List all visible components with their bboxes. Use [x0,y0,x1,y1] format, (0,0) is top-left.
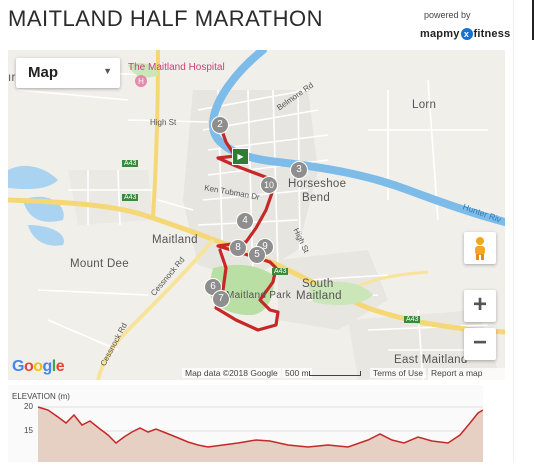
route-path [214,123,280,332]
place-label-partial: ır [8,72,16,84]
place-label-bend: Bend [302,192,331,204]
map-type-dropdown[interactable]: Map ▼ [16,58,120,88]
mapmyfitness-logo[interactable]: mapmy x fitness [420,28,510,40]
map-data-attribution: Map data ©2018 Google [182,368,281,378]
route-marker-8[interactable]: 8 [229,239,247,257]
svg-text:H: H [138,77,144,86]
route-marker-10[interactable]: 10 [260,176,278,194]
page-title: MAITLAND HALF MARATHON [8,6,323,31]
route-marker-7[interactable]: 7 [212,290,230,308]
elevation-tick-20: 20 [24,402,33,411]
highway-shield-a43-2: A43 [122,194,139,201]
route-map[interactable]: H The Maitland Hospital Lorn Horseshoe B… [8,50,505,380]
map-canvas[interactable]: H [8,50,505,380]
place-label-hospital: The Maitland Hospital [128,62,225,73]
powered-by-label: powered by [424,10,471,20]
elevation-tick-15: 15 [24,426,33,435]
map-type-label: Map [28,64,58,81]
place-label-lorn: Lorn [412,99,437,111]
highway-shield-a43-3: A43 [272,268,289,275]
place-label-east-maitland: East Maitland [394,354,468,366]
place-label-south-maitland: Maitland [296,290,342,302]
right-panel-edge [513,0,534,462]
chevron-down-icon: ▼ [103,66,112,76]
highway-shield-a43-1: A43 [122,160,139,167]
terms-of-use-link[interactable]: Terms of Use [370,368,427,378]
highway-shield-a43-4: A43 [404,316,421,323]
road-label-high-st: High St [150,118,177,127]
route-marker-3[interactable]: 3 [290,161,308,179]
zoom-in-button[interactable]: + [464,290,496,322]
scale-bar [309,371,361,376]
place-label-horseshoe: Horseshoe [288,178,347,190]
elevation-label: ELEVATION (m) [12,392,70,401]
place-label-south: South [302,278,334,290]
route-start-marker[interactable]: ▶ [232,148,249,165]
route-marker-5[interactable]: 5 [248,246,266,264]
brand-x-icon: x [460,28,473,40]
place-label-maitland-park: Maitland Park [226,290,292,301]
route-marker-4[interactable]: 4 [236,212,254,230]
place-label-mount-dee: Mount Dee [70,258,129,270]
google-logo[interactable]: Google [12,358,65,375]
street-view-pegman-icon[interactable] [464,232,496,264]
route-marker-2[interactable]: 2 [211,116,229,134]
brand-right-text: fitness [473,28,511,40]
brand-left-text: mapmy [420,28,460,40]
elevation-chart [8,385,484,462]
place-label-maitland: Maitland [152,234,198,246]
report-map-error-link[interactable]: Report a map error [428,368,505,380]
scale-label[interactable]: 500 m [282,368,312,378]
zoom-out-button[interactable]: − [464,328,496,360]
